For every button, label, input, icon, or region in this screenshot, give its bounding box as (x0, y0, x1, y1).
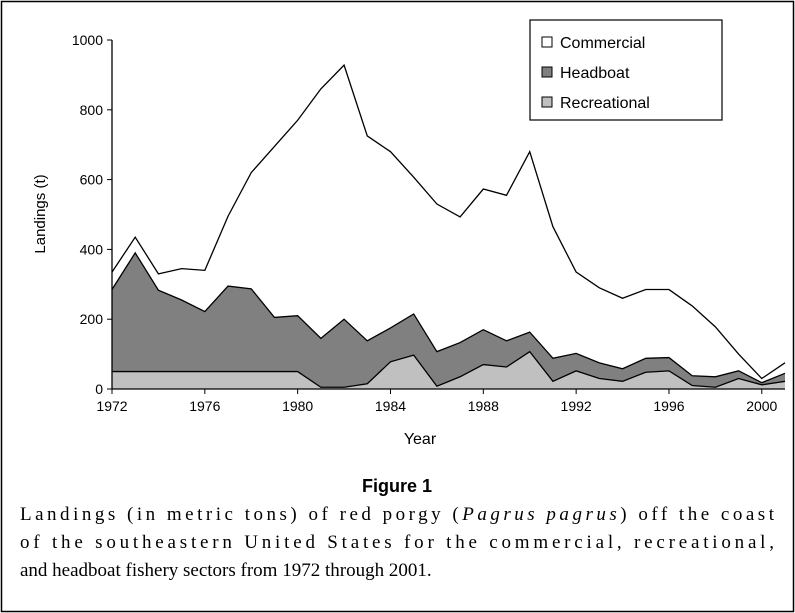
caption-line: and headboat fishery sectors from 1972 t… (20, 560, 432, 581)
x-tick-label: 1972 (96, 398, 127, 414)
x-tick-label: 1976 (189, 398, 220, 414)
x-axis-label: Year (404, 431, 437, 448)
series-line (112, 350, 786, 388)
area (112, 252, 785, 388)
legend-label: Commercial (560, 35, 645, 52)
y-tick-label: 600 (80, 172, 104, 188)
y-tick-label: 400 (80, 241, 104, 257)
y-tick-label: 1000 (72, 32, 103, 48)
caption-line: of the southeastern United States for th… (20, 532, 774, 553)
x-tick-label: 1992 (561, 398, 592, 414)
x-tick-label: 1996 (653, 398, 684, 414)
caption-line: Landings (in metric tons) of red porgy (… (20, 504, 775, 525)
legend-box (529, 19, 723, 121)
caption-text: Landings (in metric tons) of red porgy ( (20, 504, 459, 525)
area (112, 351, 785, 389)
legend-swatch (541, 96, 553, 108)
y-axis-label: Landings (t) (32, 174, 49, 253)
x-tick-label: 1984 (375, 398, 406, 414)
y-tick-label: 800 (80, 102, 104, 118)
figure-label: Figure 1 (362, 476, 432, 496)
series-line (111, 63, 786, 380)
area (112, 65, 785, 383)
legend-swatch (541, 66, 553, 78)
x-tick-label: 1980 (282, 398, 313, 414)
x-tick-label: 1988 (468, 398, 499, 414)
legend-label: Headboat (560, 65, 630, 82)
series-line (111, 251, 786, 384)
x-tick-label: 2000 (746, 398, 777, 414)
y-tick-label: 200 (80, 311, 104, 327)
legend-label: Recreational (560, 95, 650, 112)
y-tick-label: 0 (95, 381, 103, 397)
legend-swatch (541, 36, 553, 48)
